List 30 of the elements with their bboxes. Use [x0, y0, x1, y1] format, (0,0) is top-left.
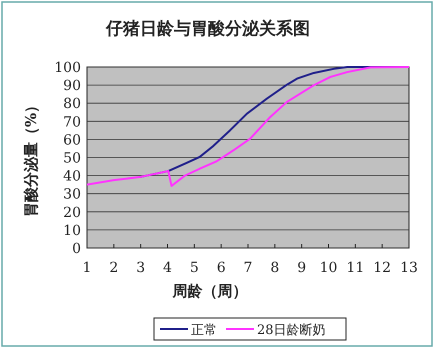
y-tick-label: 20: [63, 204, 81, 221]
y-tick-label: 40: [63, 168, 81, 185]
x-tick-label: 8: [270, 260, 280, 276]
x-tick-label: 2: [109, 260, 118, 276]
y-tick-label: 10: [63, 222, 81, 239]
y-tick-label: 80: [63, 96, 81, 112]
y-tick-label: 30: [63, 186, 81, 203]
y-tick-label: 60: [63, 132, 81, 148]
x-tick-label: 3: [136, 260, 146, 276]
y-tick-label: 70: [63, 114, 81, 130]
line-series: [86, 66, 410, 187]
x-tick-label: 10: [320, 260, 338, 276]
y-axis-title: 胃酸分泌量（%）: [22, 98, 40, 218]
x-tick-label: 12: [373, 260, 392, 276]
x-tick-label: 7: [244, 260, 252, 276]
x-axis-title: 周龄（周）: [172, 282, 248, 300]
y-tick-label: 100: [54, 60, 81, 76]
x-tick-label: 1: [82, 260, 92, 276]
y-tick-label: 50: [63, 150, 81, 166]
x-tick-label: 13: [400, 260, 418, 276]
x-tick-label: 11: [346, 260, 364, 276]
x-tick-label: 9: [297, 260, 306, 276]
y-tick-label: 90: [63, 78, 81, 94]
x-tick-label: 6: [216, 260, 226, 276]
legend-label: 28日龄断奶: [257, 323, 326, 338]
x-tick-label: 5: [190, 260, 199, 276]
legend-label: 正常: [191, 323, 217, 338]
x-tick-label: 4: [163, 260, 172, 276]
chart-title: 仔猪日龄与胃酸分泌关系图: [105, 19, 310, 39]
y-tick-label: 0: [72, 241, 81, 257]
